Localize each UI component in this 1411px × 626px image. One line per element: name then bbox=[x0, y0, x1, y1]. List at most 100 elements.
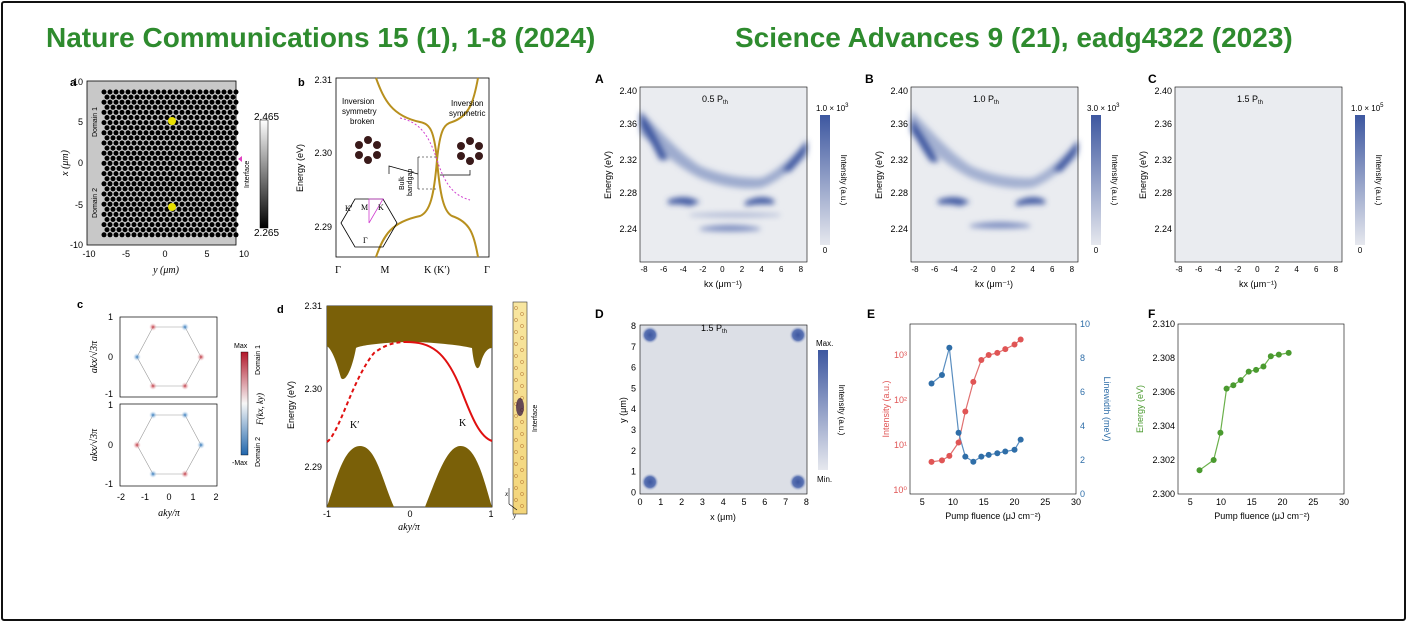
lattice-site bbox=[194, 104, 200, 110]
spectra-xtick: -6 bbox=[660, 265, 668, 274]
lattice-site bbox=[227, 211, 233, 217]
panel-B-label: B bbox=[865, 72, 874, 86]
spectra-ytick: 2.36 bbox=[890, 119, 908, 129]
lattice-site bbox=[197, 160, 203, 166]
lattice-site bbox=[128, 115, 134, 120]
lattice-site bbox=[194, 186, 200, 192]
panel-c-xlabel: aky/π bbox=[158, 508, 181, 519]
lattice-site bbox=[131, 109, 137, 115]
lattice-site bbox=[143, 120, 149, 126]
lattice-site bbox=[203, 201, 209, 207]
lattice-site bbox=[233, 211, 239, 217]
lattice-site bbox=[167, 181, 173, 187]
lattice-site bbox=[212, 176, 218, 182]
lattice-site bbox=[200, 125, 206, 131]
panel-b-pointer bbox=[388, 165, 419, 175]
lattice-site bbox=[170, 135, 176, 141]
lattice-site bbox=[143, 181, 149, 187]
lattice-site bbox=[188, 155, 194, 161]
linewidth-point bbox=[928, 380, 935, 387]
lattice-site bbox=[149, 232, 155, 238]
panel-c-cbar-max: Max bbox=[234, 343, 248, 350]
lattice-site bbox=[107, 160, 113, 166]
lattice-site bbox=[194, 196, 200, 202]
lattice-site bbox=[134, 196, 140, 202]
lattice-site bbox=[155, 222, 161, 228]
lattice-site bbox=[224, 206, 230, 212]
lattice-site bbox=[224, 94, 230, 100]
intensity-point bbox=[938, 457, 945, 464]
panel-F-xtick: 30 bbox=[1339, 497, 1349, 507]
strip-site bbox=[520, 432, 524, 436]
lattice-site bbox=[203, 211, 209, 217]
panel-E-xtick: 20 bbox=[1010, 497, 1020, 507]
lattice-site bbox=[134, 166, 140, 171]
panel-D-xtick: 7 bbox=[783, 497, 788, 507]
lattice-site bbox=[212, 166, 218, 171]
lattice-site bbox=[155, 201, 161, 207]
lattice-site bbox=[224, 196, 230, 202]
lattice-site bbox=[209, 99, 215, 105]
lattice-site bbox=[125, 140, 131, 146]
lattice-site bbox=[173, 232, 179, 238]
panel-E-ylabel-left: Intensity (a.u.) bbox=[881, 380, 891, 437]
lattice-site bbox=[173, 160, 179, 166]
lattice-site bbox=[128, 186, 134, 192]
lattice-site bbox=[155, 160, 161, 166]
panel-A-cbar-max: 1.0 × 103 bbox=[816, 103, 849, 113]
spectra-ylabel: Energy (eV) bbox=[874, 151, 884, 199]
lattice-site bbox=[188, 115, 194, 120]
lattice-site bbox=[137, 89, 143, 95]
strip-site bbox=[514, 486, 518, 490]
lattice-site bbox=[224, 104, 230, 110]
lattice-site bbox=[113, 120, 119, 126]
spectra-ytick: 2.32 bbox=[619, 155, 637, 165]
lattice-site bbox=[173, 191, 179, 197]
panel-a: a Domain 1 Domain 2 Interface 10 5 0 -5 … bbox=[60, 77, 279, 276]
lattice-site bbox=[152, 176, 158, 182]
lattice-site bbox=[113, 140, 119, 146]
lattice-site bbox=[197, 211, 203, 217]
lattice-site bbox=[158, 217, 164, 222]
energy-point bbox=[1245, 368, 1252, 375]
panel-b-xtick: Γ bbox=[484, 265, 490, 276]
lattice-site bbox=[125, 232, 131, 238]
lattice-site bbox=[221, 130, 227, 136]
lattice-site bbox=[203, 222, 209, 228]
lattice-site bbox=[107, 201, 113, 207]
panel-C-cbar-min: 0 bbox=[1358, 246, 1363, 255]
corner-mode-spot bbox=[789, 326, 807, 344]
lattice-site bbox=[116, 125, 122, 131]
intensity-point bbox=[1017, 336, 1024, 343]
panel-D-xtick: 1 bbox=[658, 497, 663, 507]
panel-D-map bbox=[639, 324, 808, 495]
lattice-site bbox=[173, 150, 179, 156]
panel-C: C 1.5 Pth 1.0 × 105 0 Intensity (a.u.) bbox=[1148, 72, 1384, 263]
lattice-site bbox=[206, 227, 212, 233]
lattice-site bbox=[224, 186, 230, 192]
lattice-site bbox=[209, 140, 215, 146]
linewidth-point bbox=[955, 429, 962, 436]
lattice-site bbox=[176, 94, 182, 100]
strip-site bbox=[520, 360, 524, 364]
lattice-site bbox=[116, 145, 122, 151]
lattice-site bbox=[233, 191, 239, 197]
lattice-site bbox=[206, 196, 212, 202]
lattice-site bbox=[143, 222, 149, 228]
lattice-site bbox=[119, 150, 125, 156]
lattice-site bbox=[227, 89, 233, 95]
lattice-site bbox=[200, 94, 206, 100]
lattice-site bbox=[137, 222, 143, 228]
panel-E-ytick-left: 10⁰ bbox=[893, 485, 907, 495]
lattice-site bbox=[179, 99, 185, 105]
strip-site bbox=[514, 414, 518, 418]
lattice-site bbox=[107, 140, 113, 146]
panel-d-axis-x: x bbox=[504, 490, 509, 498]
lattice-site bbox=[143, 99, 149, 105]
lattice-site bbox=[209, 160, 215, 166]
panel-E-ytick-left: 10³ bbox=[894, 350, 907, 360]
lattice-site bbox=[149, 120, 155, 126]
lattice-site bbox=[137, 191, 143, 197]
lattice-site bbox=[191, 181, 197, 187]
panel-b-pointer bbox=[440, 170, 471, 176]
